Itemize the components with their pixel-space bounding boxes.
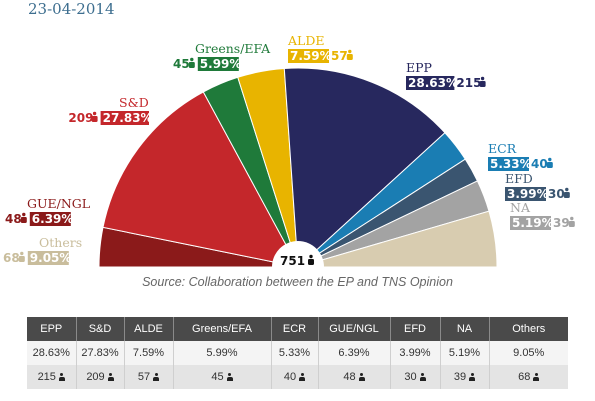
table-row-percentages: 28.63% 27.83% 7.59% 5.99% 5.33% 6.39% 3.99% 5.1… bbox=[27, 341, 568, 365]
source-caption: Source: Collaboration between the EP and… bbox=[142, 275, 453, 289]
label-name-gue-ngl: GUE/NGL bbox=[27, 196, 90, 211]
person-icon bbox=[107, 373, 114, 381]
table-cell-pct-gue-ngl: 6.39% bbox=[318, 341, 391, 365]
slice-others bbox=[297, 210, 498, 268]
table-cell-seats-wrap: 39 bbox=[440, 365, 490, 389]
label-seats-alde: 57 bbox=[331, 49, 348, 63]
label-name-greens-efa: Greens/EFA bbox=[195, 41, 271, 56]
slice-s-d bbox=[102, 91, 299, 268]
label-pct-gue-ngl: 6.39% bbox=[32, 212, 74, 226]
label-others: Others 68 9.05% bbox=[3, 235, 82, 265]
table-cell-pct-epp: 28.63% bbox=[27, 341, 77, 365]
label-name-s-d: S&D bbox=[119, 95, 149, 110]
table-cell-seats-wrap: 40 bbox=[271, 365, 319, 389]
table-header-greens-efa: Greens/EFA bbox=[173, 317, 272, 341]
label-pct-s-d: 27.83% bbox=[103, 111, 153, 125]
date-label: 23-04-2014 bbox=[28, 0, 115, 18]
label-pct-others: 9.05% bbox=[30, 251, 72, 265]
table-header-efd: EFD bbox=[390, 317, 441, 341]
label-pct-epp: 28.63% bbox=[408, 76, 458, 90]
table-cell-pct-na: 5.19% bbox=[440, 341, 490, 365]
label-name-alde: ALDE bbox=[287, 33, 324, 48]
label-na: NA5.19% 39 bbox=[510, 200, 575, 230]
label-seats-greens-efa: 45 bbox=[173, 57, 190, 71]
label-pct-alde: 7.59% bbox=[290, 49, 332, 63]
label-name-others: Others bbox=[39, 235, 82, 250]
table-cell-seats-epp: 215 bbox=[37, 371, 56, 383]
table-header-row: EPP S&D ALDE Greens/EFA ECR GUE/NGL EFD NA Other… bbox=[27, 317, 568, 341]
table-cell-seats-s-d: 209 bbox=[86, 371, 105, 383]
table-cell-seats-gue-ngl: 48 bbox=[343, 371, 356, 383]
label-greens-efa: Greens/EFA 45 5.99% bbox=[173, 41, 271, 71]
table-row-seats: 215 209 57 45 40 48 30 39 68 bbox=[27, 365, 568, 389]
table-cell-pct-efd: 3.99% bbox=[390, 341, 441, 365]
label-seats-gue-ngl: 48 bbox=[5, 212, 22, 226]
table-header-epp: EPP bbox=[27, 317, 77, 341]
table-cell-seats-alde: 57 bbox=[137, 371, 151, 383]
table-cell-pct-others: 9.05% bbox=[489, 341, 568, 365]
table-cell-pct-greens-efa: 5.99% bbox=[173, 341, 272, 365]
label-name-epp: EPP bbox=[406, 60, 432, 75]
table-header-others: Others bbox=[489, 317, 568, 341]
label-seats-efd: 30 bbox=[548, 187, 565, 201]
table-cell-seats-others: 68 bbox=[518, 371, 531, 383]
label-name-na: NA bbox=[510, 200, 531, 215]
label-seats-na: 39 bbox=[553, 216, 570, 230]
person-icon bbox=[153, 373, 160, 381]
slice-epp bbox=[283, 67, 446, 269]
table-header-ecr: ECR bbox=[271, 317, 319, 341]
table-cell-pct-ecr: 5.33% bbox=[271, 341, 319, 365]
table-header-na: NA bbox=[440, 317, 490, 341]
person-icon bbox=[299, 373, 306, 381]
table-header-s-d: S&D bbox=[76, 317, 125, 341]
label-pct-na: 5.19% bbox=[512, 216, 554, 230]
table-header-gue-ngl: GUE/NGL bbox=[318, 317, 391, 341]
table-cell-seats-greens-efa: 45 bbox=[211, 371, 224, 383]
label-name-efd: EFD bbox=[505, 171, 533, 186]
label-gue-ngl: GUE/NGL 48 6.39% bbox=[5, 196, 90, 226]
label-name-ecr: ECR bbox=[488, 141, 517, 156]
person-icon bbox=[358, 373, 365, 381]
table-header-alde: ALDE bbox=[124, 317, 174, 341]
label-seats-s-d: 209 bbox=[68, 111, 93, 125]
label-pct-ecr: 5.33% bbox=[490, 157, 532, 171]
label-s-d: S&D 209 27.83% bbox=[68, 95, 153, 125]
total-seats: 751 bbox=[280, 254, 305, 268]
person-icon bbox=[419, 373, 426, 381]
label-seats-others: 68 bbox=[3, 251, 20, 265]
label-pct-efd: 3.99% bbox=[507, 187, 549, 201]
table-cell-seats-wrap: 57 bbox=[124, 365, 174, 389]
label-pct-greens-efa: 5.99% bbox=[200, 57, 242, 71]
person-icon bbox=[469, 373, 476, 381]
table-cell-seats-wrap: 68 bbox=[489, 365, 568, 389]
table-cell-seats-wrap: 209 bbox=[76, 365, 125, 389]
table-cell-seats-na: 39 bbox=[453, 371, 467, 383]
table-cell-seats-wrap: 48 bbox=[318, 365, 391, 389]
table-cell-seats-ecr: 40 bbox=[283, 371, 297, 383]
table-cell-seats-wrap: 45 bbox=[173, 365, 272, 389]
results-table: EPP S&D ALDE Greens/EFA ECR GUE/NGL EFD NA Other… bbox=[27, 317, 568, 389]
person-icon bbox=[58, 373, 65, 381]
table-cell-seats-wrap: 30 bbox=[390, 365, 441, 389]
hemicycle-chart: GUE/NGL 48 6.39% S&D 209 27.83% Greens/EFA 45 5.… bbox=[3, 33, 575, 269]
label-seats-ecr: 40 bbox=[531, 157, 548, 171]
person-icon bbox=[226, 373, 233, 381]
table-cell-seats-wrap: 215 bbox=[27, 365, 77, 389]
label-seats-epp: 215 bbox=[456, 76, 481, 90]
table-cell-pct-s-d: 27.83% bbox=[76, 341, 125, 365]
person-icon bbox=[533, 373, 540, 381]
table-cell-seats-efd: 30 bbox=[404, 371, 417, 383]
table-cell-pct-alde: 7.59% bbox=[124, 341, 174, 365]
